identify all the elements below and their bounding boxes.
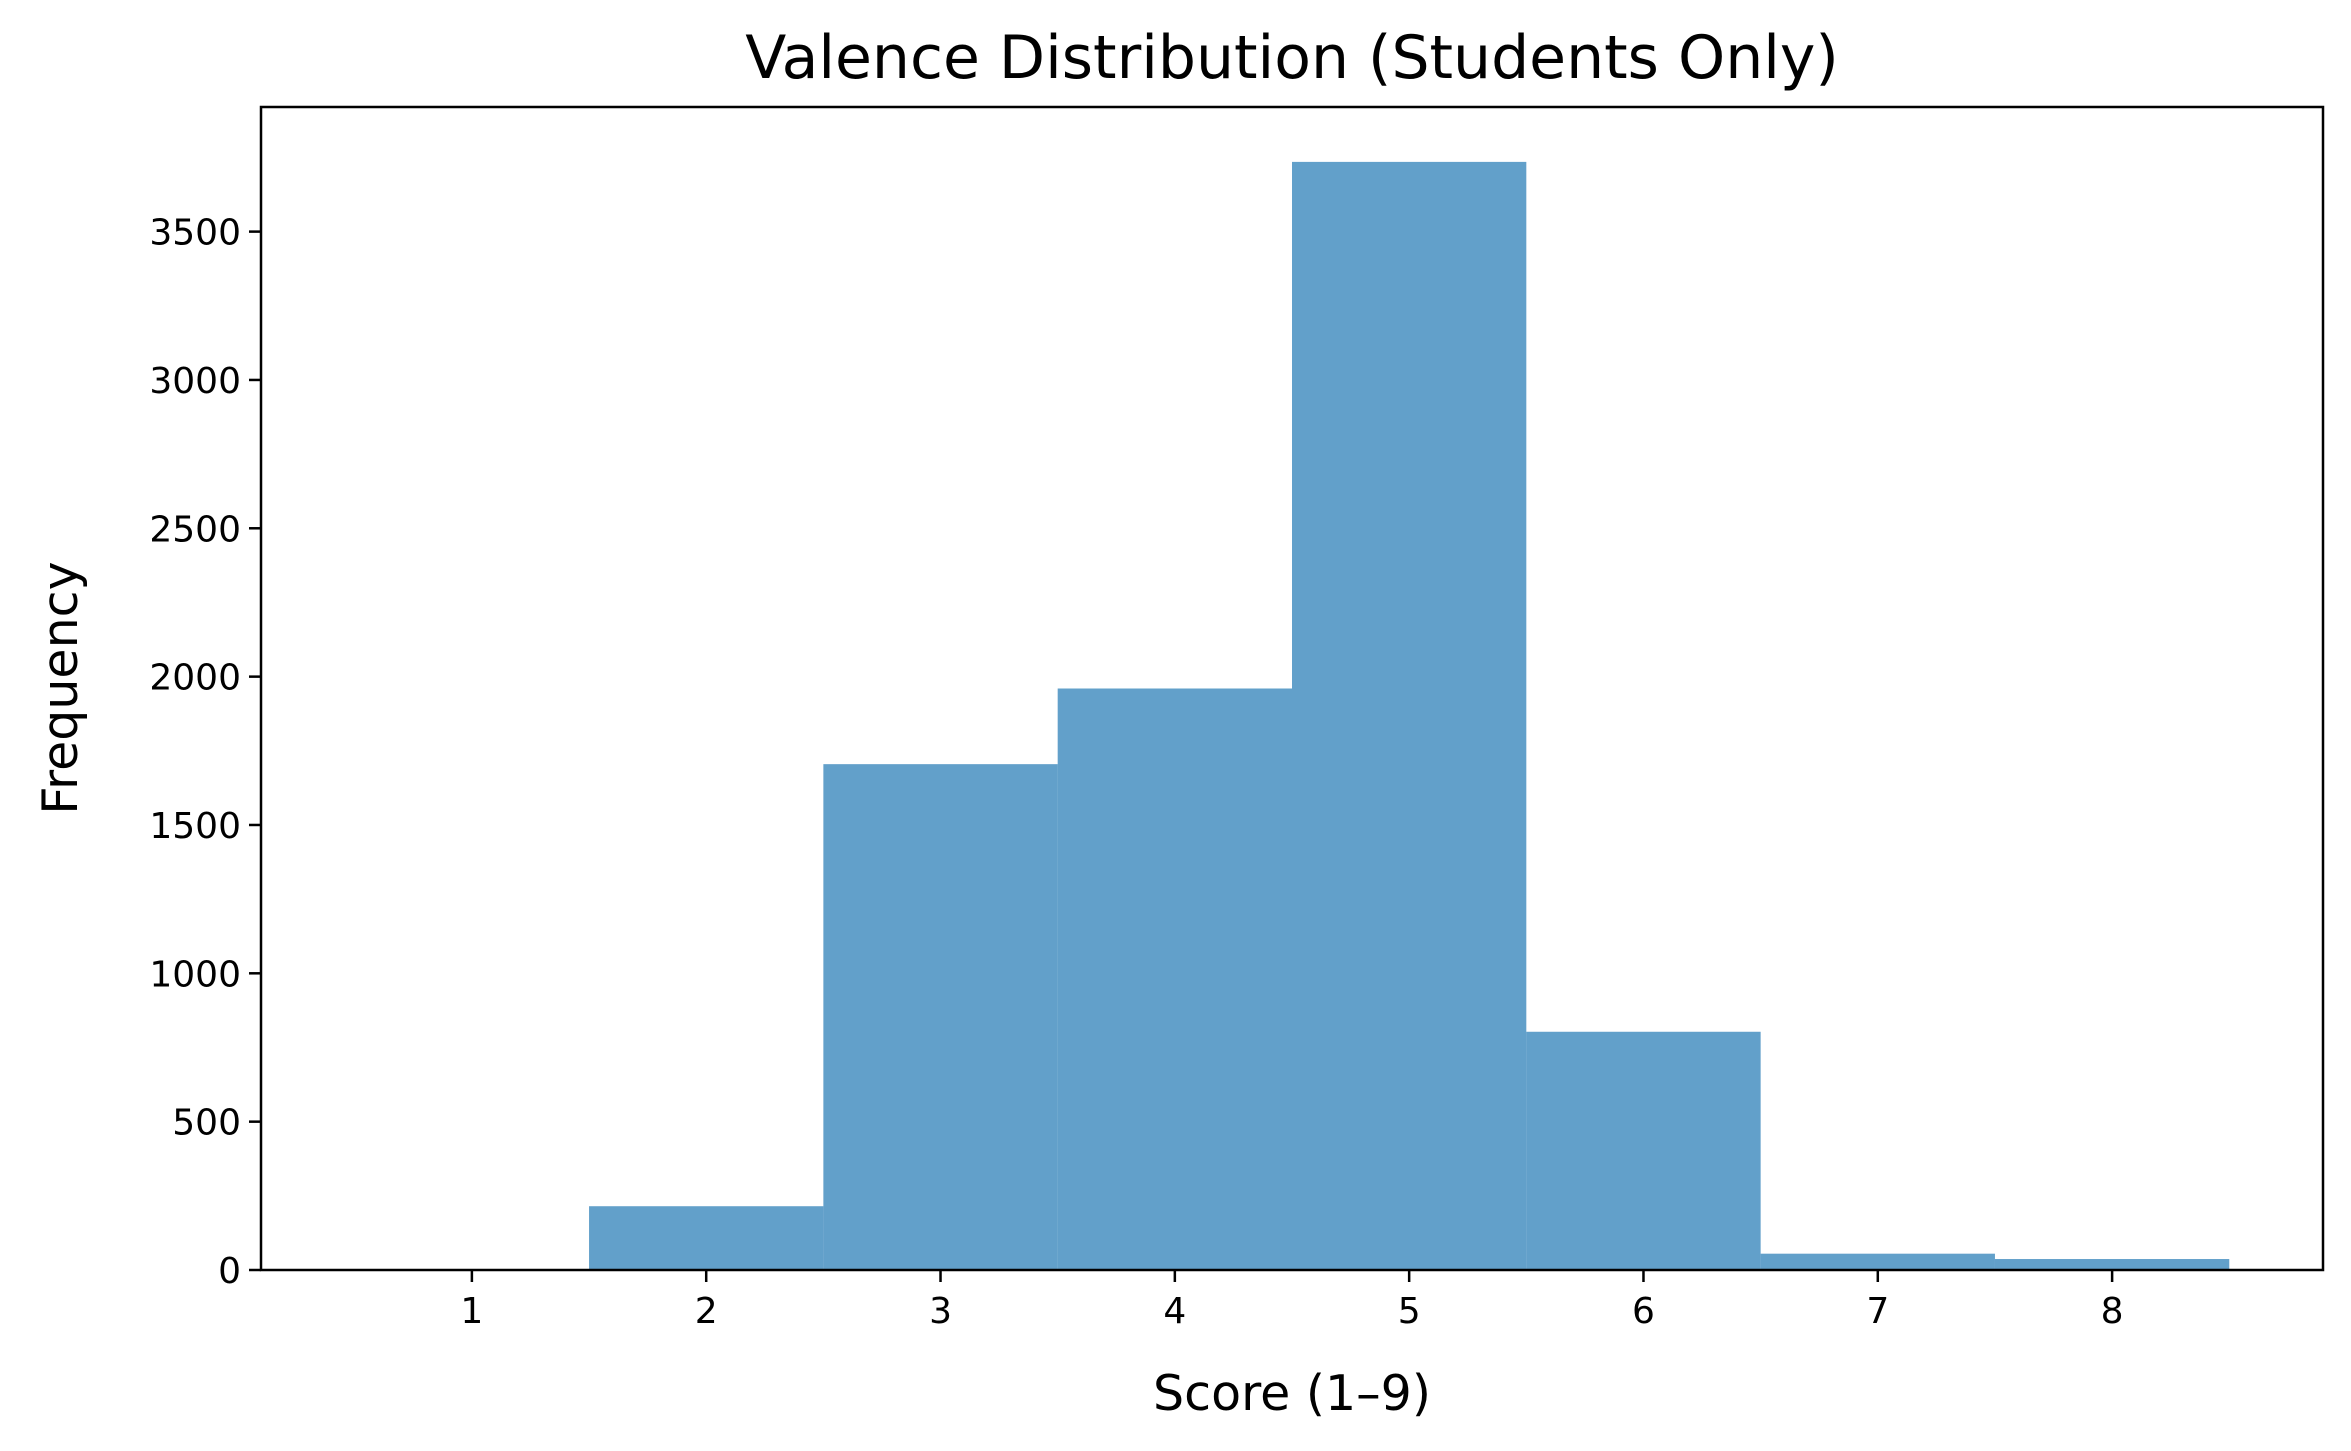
x-tick-label: 6 bbox=[1632, 1291, 1655, 1332]
histogram-bar bbox=[589, 1206, 824, 1270]
x-axis-ticks: 1 2 3 4 5 6 7 8 bbox=[460, 1270, 2124, 1332]
histogram-bars bbox=[589, 161, 2230, 1270]
x-tick-label: 7 bbox=[1866, 1291, 1889, 1332]
y-tick-label: 0 bbox=[218, 1251, 241, 1292]
histogram-bar bbox=[1994, 1259, 2230, 1270]
y-tick-label: 3000 bbox=[149, 361, 241, 402]
chart-title: Valence Distribution (Students Only) bbox=[745, 23, 1839, 93]
y-tick-label: 1500 bbox=[149, 806, 241, 847]
x-tick-label: 3 bbox=[929, 1291, 952, 1332]
y-axis-title: Frequency bbox=[32, 561, 89, 814]
x-tick-label: 8 bbox=[2101, 1291, 2124, 1332]
histogram-bar bbox=[1760, 1253, 1995, 1270]
histogram-bar bbox=[823, 764, 1058, 1270]
x-tick-label: 1 bbox=[460, 1291, 483, 1332]
y-tick-label: 1000 bbox=[149, 954, 241, 995]
y-tick-label: 3500 bbox=[149, 213, 241, 254]
x-tick-label: 2 bbox=[695, 1291, 718, 1332]
y-axis-ticks: 0 500 1000 1500 2000 2500 3000 3500 bbox=[149, 213, 261, 1292]
y-tick-label: 2500 bbox=[149, 509, 241, 550]
plot-frame bbox=[259, 105, 2325, 1272]
histogram-bar bbox=[1057, 688, 1292, 1270]
histogram-bar bbox=[1526, 1031, 1761, 1270]
x-axis-title: Score (1–9) bbox=[1153, 1365, 1431, 1422]
y-tick-label: 2000 bbox=[149, 658, 241, 699]
x-tick-label: 4 bbox=[1163, 1291, 1186, 1332]
histogram-bar bbox=[1292, 161, 1527, 1270]
x-tick-label: 5 bbox=[1398, 1291, 1421, 1332]
y-tick-label: 500 bbox=[172, 1103, 241, 1144]
